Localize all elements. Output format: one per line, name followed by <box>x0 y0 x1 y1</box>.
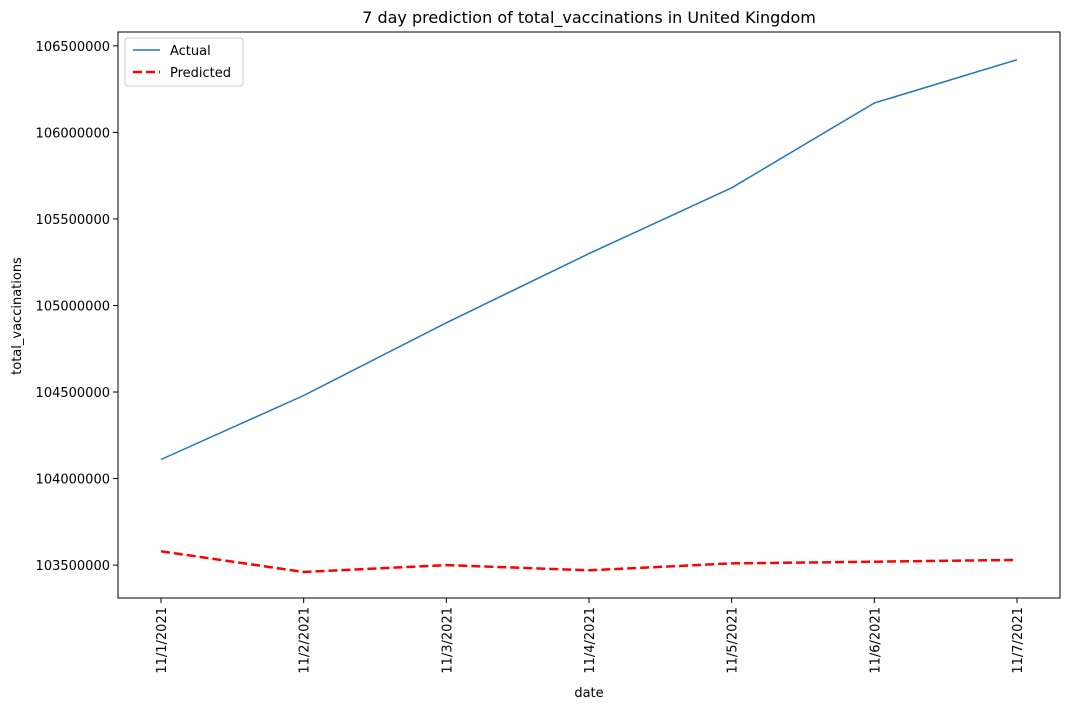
y-tick-label: 106000000 <box>36 126 110 141</box>
y-tick-label: 105500000 <box>36 213 110 228</box>
x-tick-label: 11/6/2021 <box>868 607 883 674</box>
y-tick-label: 106500000 <box>36 40 110 55</box>
x-tick-label: 11/7/2021 <box>1011 607 1026 674</box>
y-tick-label: 103500000 <box>36 559 110 574</box>
y-tick-label: 104000000 <box>36 473 110 488</box>
plot-area-frame <box>118 32 1060 598</box>
x-tick-label: 11/2/2021 <box>298 607 313 674</box>
y-tick-label: 104500000 <box>36 386 110 401</box>
x-tick-label: 11/4/2021 <box>583 607 598 674</box>
x-tick-label: 11/3/2021 <box>440 607 455 674</box>
series-line-actual <box>161 60 1017 460</box>
x-axis: 11/1/2021 11/2/2021 11/3/2021 11/4/2021 11/5… <box>155 598 1026 674</box>
legend: Actual Predicted <box>125 38 243 86</box>
x-tick-label: 11/1/2021 <box>155 607 170 674</box>
y-axis: 103500000 104000000 104500000 105000000 1055… <box>36 40 118 574</box>
x-tick-label: 11/5/2021 <box>726 607 741 674</box>
series-lines <box>161 60 1017 573</box>
legend-label-predicted: Predicted <box>170 66 231 81</box>
legend-label-actual: Actual <box>170 44 211 59</box>
y-axis-label: total_vaccinations <box>10 257 25 375</box>
y-tick-label: 105000000 <box>36 299 110 314</box>
x-axis-label: date <box>574 686 603 701</box>
series-line-predicted <box>161 551 1017 572</box>
chart-title: 7 day prediction of total_vaccinations i… <box>362 8 816 28</box>
